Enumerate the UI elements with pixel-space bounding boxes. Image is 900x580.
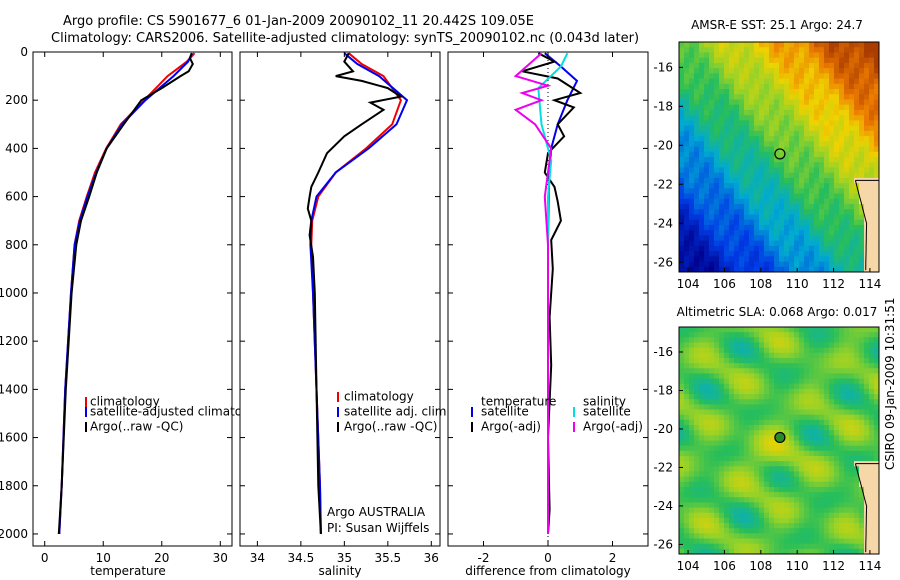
x-tick-label: 30 [213, 551, 228, 565]
legend-title-temperature: temperature [481, 395, 556, 409]
y-tick-label: 2000 [0, 527, 28, 541]
legend-label-satellite: satellite adj. clim. [344, 405, 450, 419]
x-tick-label: 34 [250, 551, 265, 565]
y-tick-label: -16 [653, 345, 673, 359]
x-tick-label: 34.5 [288, 551, 315, 565]
x-tick-label: 114 [858, 559, 881, 573]
x-tick-label: 104 [677, 277, 700, 291]
legend-label-sal-argo: Argo(-adj) [583, 420, 643, 434]
difference-legend: temperature salinity satellite Argo(-adj… [471, 395, 643, 434]
y-tick-label: -20 [653, 138, 673, 152]
y-tick-label: 400 [5, 141, 28, 155]
x-tick-label: 108 [749, 277, 772, 291]
sst-map-panel: AMSR-E SST: 25.1 Argo: 24.7 104 106 108 110… [653, 18, 881, 291]
x-tick-label: 110 [786, 559, 809, 573]
argo-float-marker [774, 431, 786, 444]
x-tick-label: 35 [337, 551, 352, 565]
x-tick-label: -2 [477, 551, 489, 565]
temperature-legend: climatology satellite-adjusted climatolo… [85, 395, 260, 434]
y-tick-label: 1400 [0, 382, 28, 396]
x-tick-label: 20 [154, 551, 169, 565]
x-tick-label: 114 [858, 277, 881, 291]
coastline [854, 463, 879, 553]
series-argo-raw-qc- [306, 52, 404, 535]
coastline [854, 179, 879, 271]
y-tick-label: -22 [653, 460, 673, 474]
x-tick-label: 0 [544, 551, 552, 565]
legend-label-argo: Argo(..raw -QC) [90, 420, 183, 434]
legend-label-climatology: climatology [90, 395, 160, 409]
temperature-axes-frame [32, 51, 233, 547]
timestamp-stamp: CSIRO 09-Jan-2009 10:31:51 [883, 298, 897, 470]
header-line-1: Argo profile: CS 5901677_6 01-Jan-2009 2… [63, 14, 534, 29]
float-operator-label: Argo AUSTRALIA [327, 505, 426, 519]
header-line-2: Climatology: CARS2006. Satellite-adjuste… [51, 31, 639, 46]
series-temperature-argo-adj- [521, 52, 583, 535]
x-tick-label: 112 [822, 559, 845, 573]
sst-map-frame [678, 41, 880, 273]
legend-label-sal-satellite: satellite [583, 405, 631, 419]
argo-float-marker [774, 148, 786, 160]
salinity-axes-frame [239, 51, 441, 547]
x-tick-label: 2 [609, 551, 617, 565]
x-tick-label: 35.5 [374, 551, 401, 565]
x-tick-label: 0 [41, 551, 49, 565]
y-tick-label: -20 [653, 422, 673, 436]
legend-label-argo: Argo(..raw -QC) [344, 420, 437, 434]
y-tick-label: 1200 [0, 334, 28, 348]
y-tick-label: 1000 [0, 286, 28, 300]
x-tick-label: 106 [713, 559, 736, 573]
difference-xlabel: difference from climatology [465, 564, 631, 578]
sst-map-title: AMSR-E SST: 25.1 Argo: 24.7 [691, 18, 863, 32]
y-tick-label: 0 [20, 45, 28, 59]
y-tick-label: -18 [653, 99, 673, 113]
legend-label-satellite: satellite-adjusted climatolog [90, 405, 260, 419]
legend-label-temp-satellite: satellite [481, 405, 529, 419]
x-tick-label: 106 [713, 277, 736, 291]
salinity-xlabel: salinity [318, 564, 361, 578]
x-tick-label: 112 [822, 277, 845, 291]
y-tick-label: -24 [653, 499, 673, 513]
sla-map-panel: Altimetric SLA: 0.068 Argo: 0.017 104 106… [653, 305, 881, 573]
sla-map-frame [678, 326, 880, 555]
legend-label-temp-argo: Argo(-adj) [481, 420, 541, 434]
x-tick-label: 104 [677, 559, 700, 573]
y-tick-label: 600 [5, 190, 28, 204]
y-tick-label: -26 [653, 255, 673, 269]
y-tick-label: 200 [5, 93, 28, 107]
series-argo-raw-qc- [57, 52, 194, 535]
y-tick-label: 800 [5, 238, 28, 252]
legend-title-salinity: salinity [583, 395, 626, 409]
salinity-legend: climatology satellite adj. clim. Argo(..… [337, 390, 450, 434]
legend-label-climatology: climatology [344, 390, 414, 404]
y-tick-label: 1600 [0, 431, 28, 445]
y-tick-label: -18 [653, 383, 673, 397]
y-tick-label: -24 [653, 216, 673, 230]
y-tick-label: 1800 [0, 479, 28, 493]
x-tick-label: 110 [786, 277, 809, 291]
sla-field [679, 327, 880, 555]
salinity-panel: 34 34.5 35 35.5 36 salinity climatology sate… [239, 51, 450, 578]
x-tick-label: 36 [424, 551, 439, 565]
temperature-xlabel: temperature [90, 564, 165, 578]
sla-map-title: Altimetric SLA: 0.068 Argo: 0.017 [677, 305, 878, 319]
x-tick-label: 10 [96, 551, 111, 565]
difference-panel: -2 0 2 difference from climatology tempera… [447, 51, 649, 578]
principal-investigator-label: PI: Susan Wijffels [327, 521, 429, 535]
temperature-panel: 0 10 20 30 0 200 400 600 800 1000 1200 1400 1600 1800… [0, 45, 260, 578]
y-tick-label: -22 [653, 177, 673, 191]
y-tick-label: -26 [653, 537, 673, 551]
sst-field [679, 42, 880, 273]
series-salinity-argo-adj- [513, 52, 553, 534]
x-tick-label: 108 [749, 559, 772, 573]
y-tick-label: -16 [653, 60, 673, 74]
